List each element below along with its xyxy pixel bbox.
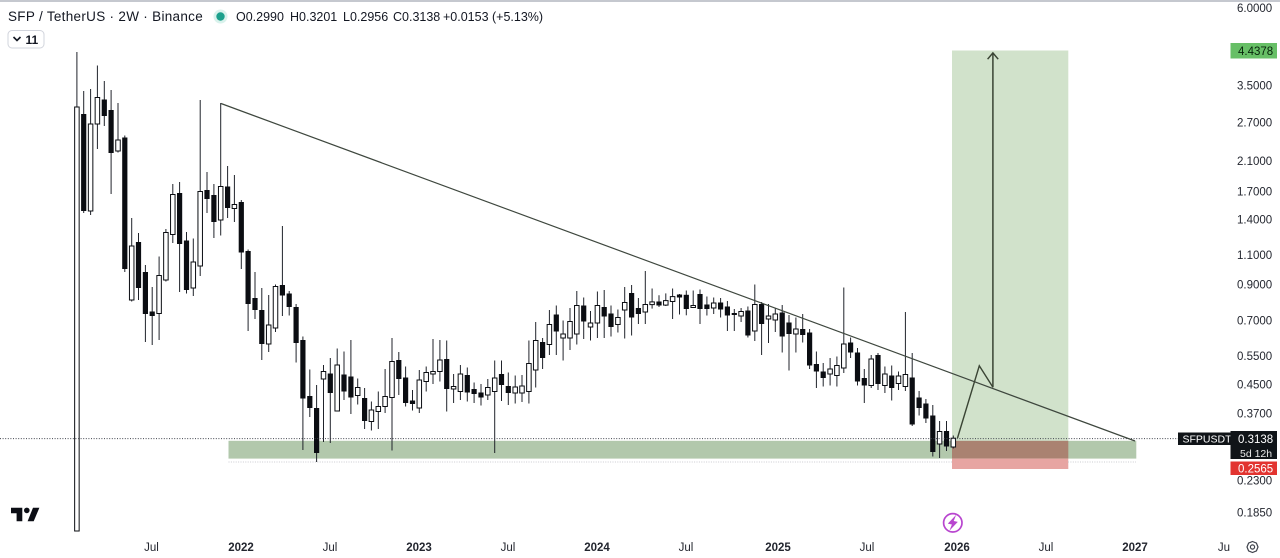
svg-text:Jul: Jul [679, 542, 694, 554]
svg-text:1.1000: 1.1000 [1237, 250, 1272, 262]
svg-text:Ju: Ju [1218, 542, 1230, 554]
svg-text:0.4500: 0.4500 [1237, 380, 1272, 392]
svg-text:0.3138: 0.3138 [1238, 434, 1273, 446]
svg-text:2024: 2024 [584, 542, 610, 554]
svg-text:Jul: Jul [144, 542, 159, 554]
svg-text:6.0000: 6.0000 [1237, 3, 1272, 15]
svg-text:0.3700: 0.3700 [1237, 409, 1272, 421]
svg-text:0.9000: 0.9000 [1237, 280, 1272, 292]
svg-text:L0.2956: L0.2956 [343, 10, 388, 24]
svg-text:Jul: Jul [1039, 542, 1054, 554]
svg-text:O0.2990: O0.2990 [236, 10, 284, 24]
svg-text:2022: 2022 [228, 542, 254, 554]
svg-text:2.1000: 2.1000 [1237, 156, 1272, 168]
svg-text:11: 11 [26, 33, 39, 47]
svg-text:5d 12h: 5d 12h [1240, 448, 1272, 460]
svg-text:2023: 2023 [406, 542, 432, 554]
svg-text:2027: 2027 [1122, 542, 1148, 554]
svg-text:3.5000: 3.5000 [1237, 81, 1272, 93]
svg-text:SFP / TetherUS · 2W · Binance: SFP / TetherUS · 2W · Binance [8, 9, 203, 24]
svg-text:1.4000: 1.4000 [1237, 215, 1272, 227]
svg-text:2.7000: 2.7000 [1237, 118, 1272, 130]
svg-text:0.7000: 0.7000 [1237, 316, 1272, 328]
svg-text:2025: 2025 [765, 542, 791, 554]
svg-text:0.2300: 0.2300 [1237, 476, 1272, 488]
svg-text:2026: 2026 [944, 542, 970, 554]
svg-text:4.4378: 4.4378 [1238, 46, 1273, 58]
svg-text:0.5500: 0.5500 [1237, 351, 1272, 363]
svg-text:1.7000: 1.7000 [1237, 187, 1272, 199]
svg-text:C0.3138: C0.3138 [393, 10, 440, 24]
svg-text:Jul: Jul [860, 542, 875, 554]
svg-text:SFPUSDT: SFPUSDT [1183, 433, 1233, 445]
svg-text:H0.3201: H0.3201 [290, 10, 337, 24]
svg-text:0.2565: 0.2565 [1238, 463, 1273, 475]
svg-text:0.1850: 0.1850 [1237, 508, 1272, 520]
svg-text:+0.0153 (+5.13%): +0.0153 (+5.13%) [443, 10, 543, 24]
svg-text:Jul: Jul [323, 542, 338, 554]
svg-text:Jul: Jul [501, 542, 516, 554]
